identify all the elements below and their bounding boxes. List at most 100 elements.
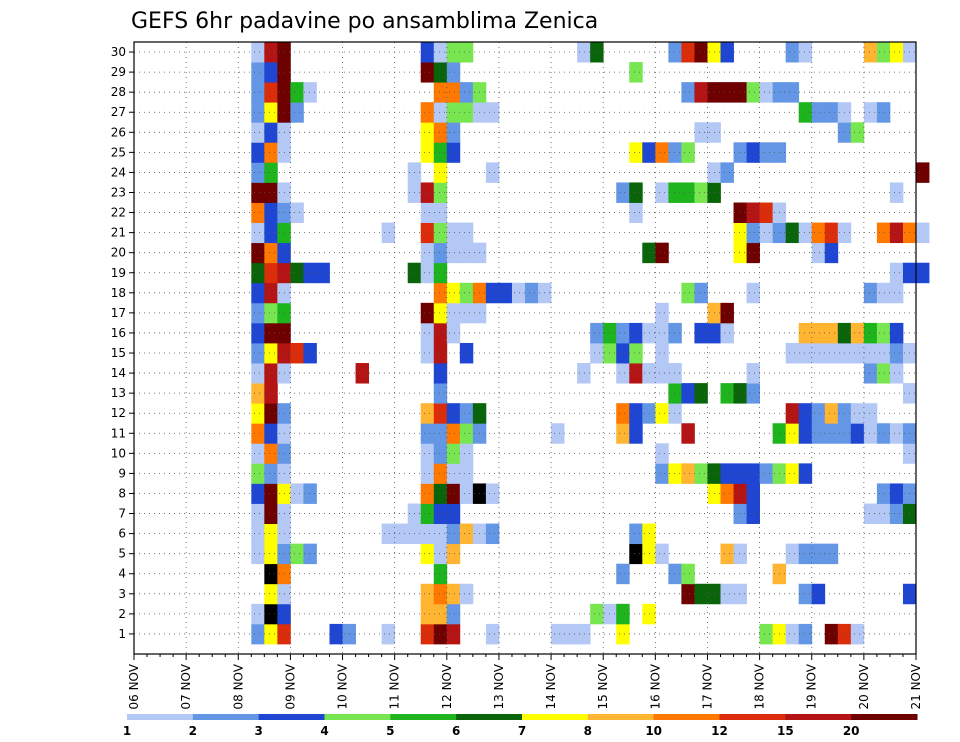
heatmap-cell bbox=[446, 503, 461, 524]
heatmap-cell bbox=[889, 503, 904, 524]
x-tick-label: 16 NOV bbox=[648, 663, 662, 709]
heatmap-cell bbox=[733, 82, 747, 103]
heatmap-cell bbox=[616, 423, 630, 444]
colorbar-label: 20 bbox=[843, 724, 860, 738]
heatmap-cell bbox=[655, 142, 669, 163]
y-axis: 1234567891011121314151617181920212223242… bbox=[111, 45, 134, 641]
heatmap-cell bbox=[264, 302, 278, 324]
heatmap-cell bbox=[459, 523, 474, 545]
heatmap-cell bbox=[876, 102, 891, 123]
heatmap-cell bbox=[668, 403, 682, 424]
heatmap-cell bbox=[264, 603, 278, 625]
heatmap-cell bbox=[629, 62, 643, 83]
heatmap-cell bbox=[420, 62, 435, 83]
heatmap-cell bbox=[264, 222, 278, 244]
x-tick-label: 10 NOV bbox=[336, 663, 350, 709]
y-tick-label: 3 bbox=[118, 587, 126, 601]
colorbar-label: 15 bbox=[777, 724, 794, 738]
heatmap-cell bbox=[381, 623, 396, 645]
heatmap-cell bbox=[863, 503, 878, 524]
y-tick-label: 6 bbox=[118, 527, 126, 541]
colorbar-label: 4 bbox=[320, 724, 328, 738]
heatmap-cell bbox=[433, 623, 448, 645]
heatmap-cell bbox=[668, 563, 682, 585]
heatmap-cell bbox=[264, 62, 278, 83]
heatmap-cell bbox=[824, 322, 839, 344]
heatmap-cell bbox=[785, 403, 800, 424]
heatmap-cell bbox=[433, 503, 448, 524]
colorbar-swatch bbox=[785, 714, 852, 720]
heatmap-cell bbox=[329, 623, 343, 645]
heatmap-cell bbox=[681, 42, 695, 63]
heatmap-cell bbox=[916, 162, 930, 183]
heatmap-cell bbox=[681, 583, 695, 605]
x-axis: 06 NOV 07 NOV 08 NOV 09 NOV 10 NOV 11 NOV 12 N… bbox=[127, 654, 923, 710]
heatmap-cell bbox=[850, 403, 865, 424]
heatmap-cell bbox=[485, 102, 500, 123]
heatmap-cell bbox=[733, 222, 747, 244]
heatmap-cell bbox=[459, 282, 474, 304]
heatmap-cell bbox=[590, 42, 604, 63]
heatmap-cell bbox=[303, 82, 317, 103]
heatmap-cell bbox=[863, 102, 878, 123]
heatmap-cell bbox=[420, 242, 435, 264]
heatmap-cell bbox=[446, 463, 461, 484]
heatmap-cell bbox=[433, 222, 448, 244]
heatmap-cell bbox=[264, 503, 278, 524]
heatmap-cell bbox=[681, 282, 695, 304]
heatmap-cell bbox=[264, 423, 278, 444]
heatmap-cell bbox=[733, 202, 747, 223]
heatmap-cell bbox=[420, 322, 435, 344]
heatmap-cell bbox=[759, 222, 774, 244]
heatmap-cell bbox=[251, 603, 265, 625]
heatmap-cell bbox=[433, 363, 448, 384]
x-tick-label: 21 NOV bbox=[909, 663, 923, 709]
heatmap-cell bbox=[811, 403, 826, 424]
heatmap-cell bbox=[446, 222, 461, 244]
heatmap-cell bbox=[655, 443, 669, 464]
heatmap-cell bbox=[290, 82, 304, 103]
heatmap-cell bbox=[876, 342, 891, 364]
heatmap-cell bbox=[668, 363, 682, 384]
heatmap-cell bbox=[290, 342, 304, 364]
heatmap-cell bbox=[720, 82, 734, 103]
heatmap-cell bbox=[251, 102, 265, 123]
heatmap-cell bbox=[433, 302, 448, 324]
heatmap-cell bbox=[798, 543, 813, 565]
heatmap-cell bbox=[889, 222, 904, 244]
colorbar-label: 7 bbox=[518, 724, 526, 738]
heatmap-cell bbox=[264, 623, 278, 645]
heatmap-cell bbox=[863, 423, 878, 444]
colorbar-swatch bbox=[719, 714, 786, 720]
heatmap-cell bbox=[889, 363, 904, 384]
heatmap-cell bbox=[433, 423, 448, 444]
heatmap-cell bbox=[850, 623, 865, 645]
heatmap-cell bbox=[785, 463, 800, 484]
heatmap-cell bbox=[303, 483, 317, 504]
heatmap-cell bbox=[446, 523, 461, 545]
heatmap-cell bbox=[876, 222, 891, 244]
heatmap-cell bbox=[420, 623, 435, 645]
heatmap-cell bbox=[850, 423, 865, 444]
heatmap-cell bbox=[459, 42, 474, 63]
heatmap-cell bbox=[720, 583, 734, 605]
y-tick-label: 24 bbox=[111, 165, 126, 179]
heatmap-cell bbox=[629, 403, 643, 424]
heatmap-cell bbox=[746, 363, 760, 384]
heatmap-cell bbox=[668, 322, 682, 344]
heatmap-cell bbox=[746, 242, 760, 264]
heatmap-cell bbox=[668, 42, 682, 63]
heatmap-cell bbox=[264, 242, 278, 264]
heatmap-cell bbox=[798, 463, 813, 484]
heatmap-cell bbox=[629, 182, 643, 203]
heatmap-cell bbox=[251, 242, 265, 264]
heatmap-cell bbox=[694, 82, 708, 103]
heatmap-cell bbox=[264, 102, 278, 123]
heatmap-cell bbox=[746, 282, 760, 304]
colorbar-label: 3 bbox=[254, 724, 262, 738]
heatmap-cell bbox=[824, 623, 839, 645]
heatmap-cell bbox=[485, 623, 500, 645]
heatmap-cell bbox=[303, 262, 317, 284]
heatmap-cell bbox=[811, 102, 826, 123]
colorbar-swatch bbox=[587, 714, 655, 720]
